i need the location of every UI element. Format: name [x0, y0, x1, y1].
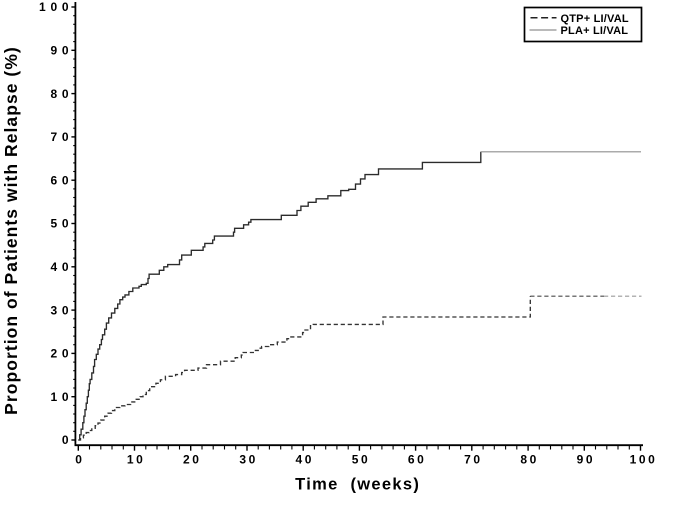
svg-text:QTP+ LI/VAL: QTP+ LI/VAL	[561, 13, 629, 25]
svg-text:20: 20	[50, 347, 73, 361]
svg-text:100: 100	[39, 0, 73, 14]
svg-text:PLA+ LI/VAL: PLA+ LI/VAL	[561, 25, 629, 37]
svg-text:40: 40	[50, 260, 73, 274]
svg-text:70: 70	[464, 453, 483, 467]
svg-text:0: 0	[75, 453, 84, 467]
svg-text:Time (weeks): Time (weeks)	[295, 475, 420, 493]
svg-text:90: 90	[50, 44, 73, 58]
svg-text:50: 50	[50, 217, 73, 231]
svg-text:40: 40	[296, 453, 315, 467]
svg-text:70: 70	[50, 130, 73, 144]
svg-text:80: 80	[50, 87, 73, 101]
svg-text:80: 80	[520, 453, 539, 467]
svg-text:0: 0	[62, 433, 73, 447]
svg-text:100: 100	[630, 453, 658, 467]
svg-text:10: 10	[50, 390, 73, 404]
svg-text:30: 30	[50, 303, 73, 317]
svg-text:10: 10	[127, 453, 146, 467]
svg-text:30: 30	[239, 453, 258, 467]
svg-text:20: 20	[183, 453, 202, 467]
svg-text:60: 60	[50, 173, 73, 187]
svg-text:60: 60	[408, 453, 427, 467]
svg-text:90: 90	[577, 453, 596, 467]
svg-text:Proportion of Patients with Re: Proportion of Patients with Relapse (%)	[1, 46, 21, 415]
svg-text:50: 50	[352, 453, 371, 467]
